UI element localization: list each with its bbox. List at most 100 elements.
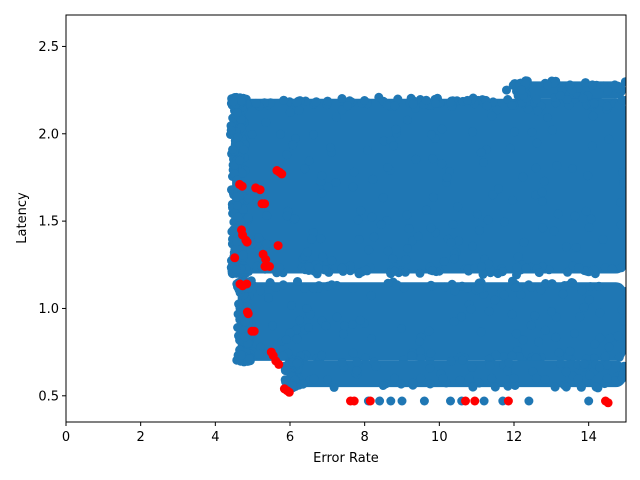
normal-point: [571, 243, 581, 252]
normal-point: [245, 354, 254, 364]
normal-point: [276, 129, 285, 139]
normal-point: [368, 174, 378, 184]
normal-point: [509, 373, 519, 383]
normal-point: [383, 246, 393, 256]
normal-point: [605, 333, 615, 343]
normal-point: [548, 280, 558, 290]
normal-point: [302, 304, 312, 313]
normal-point: [584, 223, 594, 232]
normal-point: [251, 98, 261, 108]
normal-point: [317, 171, 327, 181]
normal-point: [300, 164, 310, 174]
normal-point: [531, 353, 541, 363]
normal-point: [499, 290, 509, 300]
normal-point: [537, 187, 547, 197]
normal-point: [326, 142, 336, 152]
normal-point: [492, 105, 502, 115]
y-tick-label: 2.5: [38, 40, 59, 55]
normal-point: [294, 105, 304, 115]
normal-point: [366, 334, 376, 343]
normal-point: [437, 159, 447, 169]
normal-point: [584, 396, 594, 406]
normal-point: [231, 265, 241, 274]
normal-point: [323, 182, 333, 192]
normal-point: [227, 227, 237, 237]
anomaly-points: [230, 166, 613, 408]
normal-point: [472, 209, 482, 219]
normal-point: [364, 245, 374, 255]
normal-point-cluster: [237, 282, 626, 361]
normal-point: [507, 351, 517, 361]
normal-point: [337, 358, 347, 368]
normal-point: [574, 263, 584, 272]
normal-point: [546, 307, 556, 316]
normal-point: [279, 95, 289, 105]
normal-point: [534, 268, 544, 278]
normal-point: [537, 197, 547, 206]
normal-point: [238, 250, 248, 260]
normal-point: [348, 320, 358, 329]
normal-point: [468, 127, 478, 137]
normal-point: [539, 176, 549, 186]
normal-point: [619, 178, 626, 188]
normal-point: [476, 148, 486, 157]
normal-point: [468, 382, 478, 392]
normal-point: [518, 335, 528, 345]
normal-point: [348, 182, 358, 192]
normal-point: [610, 80, 620, 90]
normal-point: [578, 93, 588, 103]
normal-point: [604, 342, 614, 352]
normal-point: [466, 304, 476, 314]
normal-point: [446, 97, 456, 107]
normal-point: [393, 94, 403, 104]
normal-point: [565, 80, 575, 90]
normal-point: [517, 85, 526, 95]
normal-point: [589, 98, 599, 108]
normal-point: [378, 193, 388, 203]
normal-point: [595, 308, 605, 318]
normal-point: [352, 366, 362, 376]
normal-point: [232, 244, 242, 254]
normal-point: [603, 86, 613, 96]
normal-point: [440, 282, 450, 292]
y-tick-label: 0.5: [38, 389, 59, 404]
normal-point: [438, 373, 448, 383]
normal-point: [588, 111, 598, 121]
normal-point: [366, 291, 376, 301]
normal-point: [503, 366, 512, 376]
normal-point: [476, 327, 486, 337]
normal-point: [343, 101, 352, 111]
normal-point: [262, 211, 272, 220]
anomaly-point: [230, 253, 240, 263]
normal-point: [450, 286, 460, 296]
normal-point: [554, 348, 564, 358]
normal-point: [528, 367, 538, 377]
normal-point: [551, 332, 561, 342]
normal-point: [268, 321, 277, 331]
normal-point: [382, 100, 392, 110]
normal-point: [317, 188, 327, 198]
normal-point: [534, 337, 544, 347]
normal-point: [254, 349, 264, 359]
anomaly-point: [277, 169, 287, 179]
normal-point: [619, 361, 626, 371]
normal-point: [502, 85, 511, 95]
normal-point: [462, 95, 472, 105]
normal-point: [463, 264, 473, 274]
normal-point: [567, 278, 577, 287]
normal-point: [390, 373, 399, 383]
normal-point: [349, 167, 359, 177]
normal-point: [408, 99, 418, 109]
normal-point: [352, 357, 362, 367]
normal-point: [348, 284, 358, 294]
normal-point: [304, 262, 314, 272]
normal-point: [531, 94, 541, 104]
normal-point: [591, 382, 601, 392]
y-tick-label: 1.0: [38, 302, 59, 317]
normal-point: [457, 281, 467, 291]
normal-point: [464, 373, 474, 383]
normal-point: [526, 282, 536, 292]
normal-point: [416, 353, 426, 363]
normal-point: [531, 373, 541, 383]
normal-point: [577, 286, 587, 296]
